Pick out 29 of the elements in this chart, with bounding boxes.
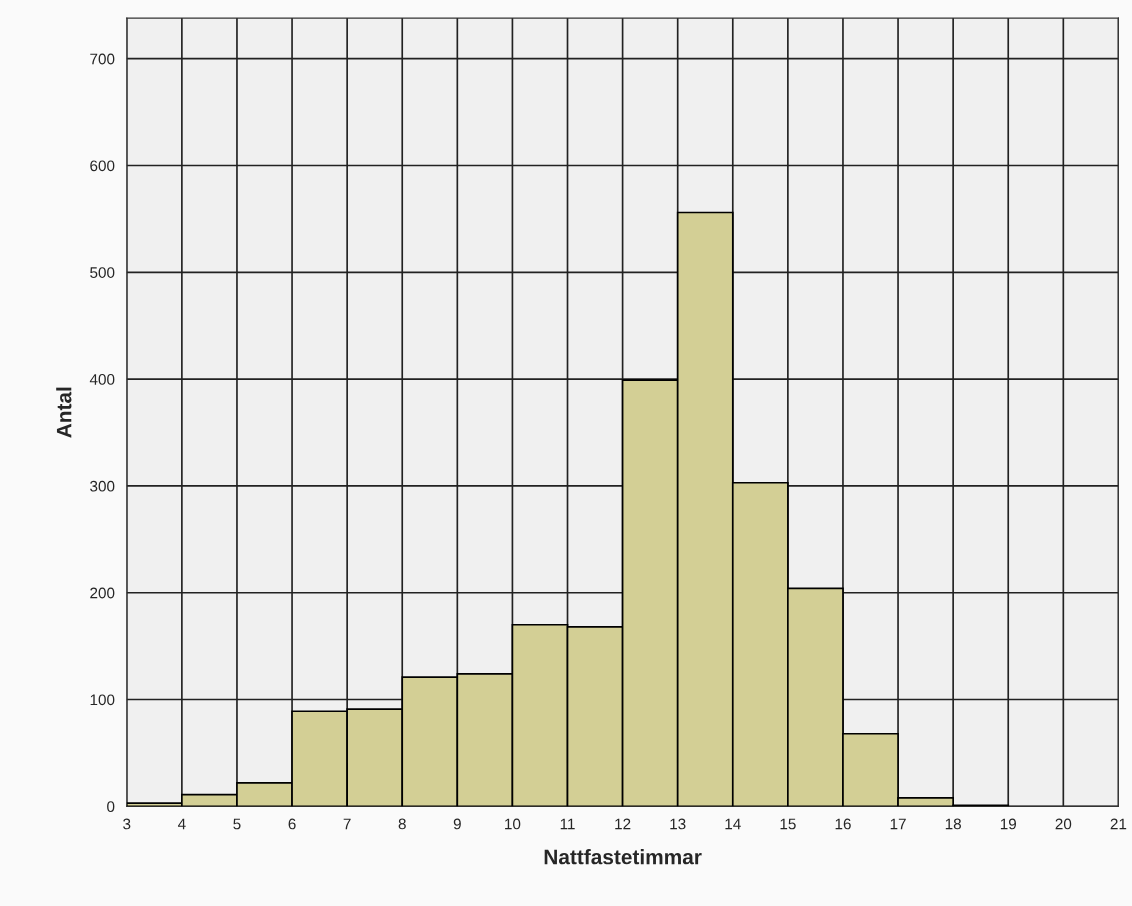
x-tick-label: 10	[505, 818, 521, 830]
x-tick-label: 18	[945, 818, 961, 830]
x-tick-label: 4	[177, 818, 186, 830]
x-tick-label: 3	[123, 818, 131, 830]
y-tick-label: 300	[90, 480, 115, 492]
x-tick-label: 17	[890, 818, 906, 830]
x-tick-label: 9	[453, 818, 461, 830]
y-tick-label: 100	[90, 694, 115, 706]
y-tick-label: 500	[90, 267, 115, 278]
x-tick-label: 19	[1000, 818, 1017, 830]
x-tick-label: 21	[1110, 818, 1127, 830]
y-tick-label: 200	[90, 587, 115, 599]
y-axis-title: Antal	[56, 387, 72, 438]
x-tick-label: 7	[343, 818, 351, 830]
x-axis-title: Nattfastetimmar	[544, 849, 702, 865]
y-tick-label: 600	[90, 160, 115, 172]
x-tick-label: 8	[398, 818, 406, 830]
y-tick-label: 400	[89, 373, 115, 385]
x-tick-label: 16	[835, 818, 851, 830]
x-tick-label: 20	[1055, 818, 1072, 830]
x-tick-label: 14	[725, 818, 741, 830]
y-tick-label: 700	[90, 53, 115, 65]
x-tick-label: 11	[560, 818, 575, 830]
x-tick-label: 5	[233, 818, 241, 830]
x-tick-label: 13	[670, 818, 686, 830]
x-tick-label: 6	[288, 818, 296, 830]
y-tick-label: 0	[107, 801, 115, 813]
x-tick-label: 15	[780, 818, 796, 830]
x-tick-label: 12	[615, 818, 631, 830]
